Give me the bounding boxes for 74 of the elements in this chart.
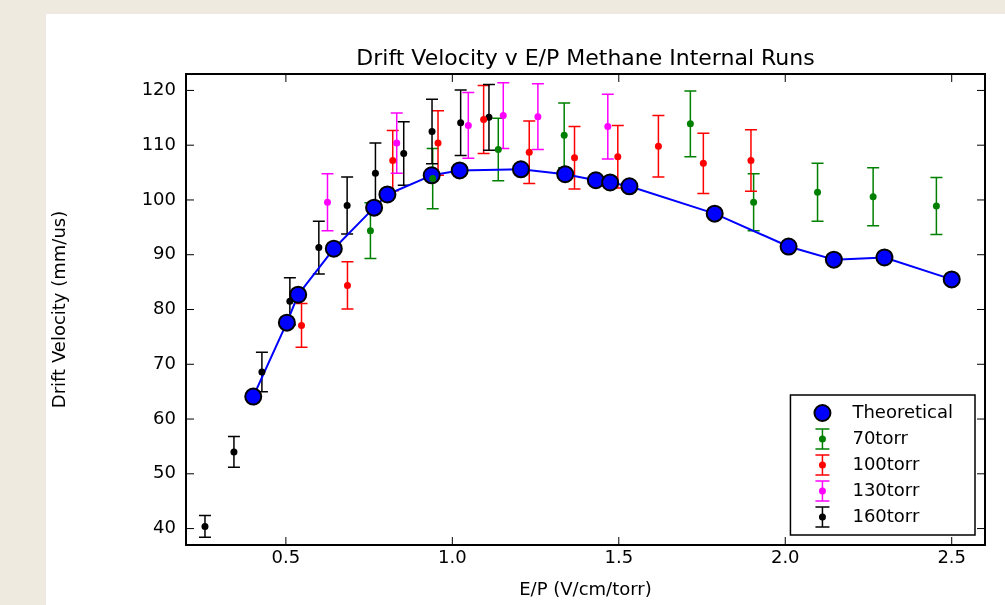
point — [534, 113, 542, 121]
point — [378, 185, 397, 204]
point — [244, 387, 263, 406]
point — [371, 169, 379, 177]
point — [686, 120, 694, 128]
point — [324, 239, 343, 258]
point — [747, 157, 755, 165]
x-tick-label: 1.5 — [604, 546, 634, 568]
point — [869, 193, 877, 201]
point — [323, 198, 331, 206]
legend-label: Theoretical — [851, 400, 954, 422]
point — [942, 270, 961, 289]
point — [699, 159, 707, 167]
point — [571, 154, 579, 162]
legend-label: 130torr — [852, 478, 920, 500]
point — [499, 112, 507, 120]
y-tick-label: 110 — [141, 132, 176, 154]
point — [814, 188, 822, 196]
point — [230, 448, 238, 456]
x-tick-label: 2.0 — [770, 546, 800, 568]
point — [365, 198, 384, 217]
point — [457, 119, 465, 127]
y-tick-label: 80 — [153, 297, 176, 319]
point — [480, 115, 488, 123]
point — [286, 297, 294, 305]
y-axis-title: Drift Velocity (mm/us) — [48, 210, 70, 409]
point — [343, 281, 351, 289]
point — [464, 121, 472, 129]
point — [258, 368, 266, 376]
point — [824, 250, 843, 269]
point — [560, 131, 568, 139]
y-tick-label: 40 — [153, 516, 176, 538]
legend-label: 160torr — [852, 504, 920, 526]
point — [525, 148, 533, 156]
point — [450, 161, 469, 180]
point — [201, 522, 209, 530]
point — [620, 177, 639, 196]
point — [614, 153, 622, 161]
point — [705, 204, 724, 223]
chart-title: Drift Velocity v E/P Methane Internal Runs — [356, 44, 815, 70]
point — [400, 149, 408, 157]
point — [366, 227, 374, 235]
point — [556, 165, 575, 184]
x-tick-label: 0.5 — [271, 546, 301, 568]
x-tick-label: 2.5 — [937, 546, 967, 568]
point — [289, 285, 308, 304]
point — [434, 139, 442, 147]
y-tick-label: 50 — [153, 461, 176, 483]
point — [343, 201, 351, 209]
point — [875, 248, 894, 267]
y-tick-label: 100 — [141, 187, 176, 209]
point — [601, 173, 620, 192]
y-tick-label: 120 — [141, 78, 176, 100]
point — [393, 139, 401, 147]
legend-label: 70torr — [852, 426, 909, 448]
y-tick-label: 70 — [153, 351, 176, 373]
point — [389, 157, 397, 165]
y-tick-label: 90 — [153, 242, 176, 264]
point — [494, 146, 502, 154]
point — [779, 237, 798, 256]
point — [428, 128, 436, 136]
point — [586, 171, 605, 190]
point — [315, 244, 323, 252]
point — [604, 123, 612, 131]
y-tick-label: 60 — [153, 406, 176, 428]
point — [277, 313, 296, 332]
x-axis-title: E/P (V/cm/torr) — [519, 577, 652, 599]
legend-label: 100torr — [852, 452, 920, 474]
point — [654, 142, 662, 150]
x-tick-label: 1.0 — [438, 546, 467, 568]
point — [750, 198, 758, 206]
point — [932, 202, 940, 210]
point — [298, 321, 306, 329]
point — [511, 160, 530, 179]
